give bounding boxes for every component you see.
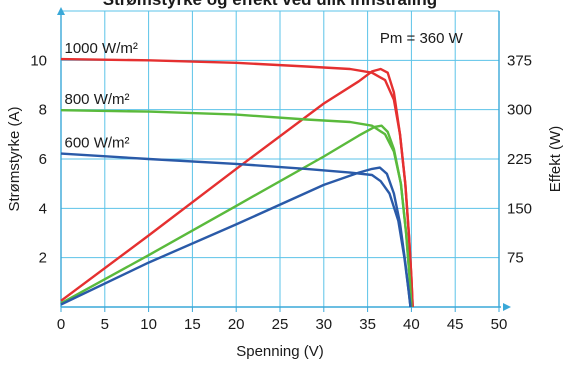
y-right-tick-label: 375 <box>507 52 532 69</box>
series-label-0: 1000 W/m² <box>65 40 138 57</box>
x-tick-label: 15 <box>184 316 201 333</box>
power-curve-0 <box>60 67 414 308</box>
x-tick-label: 45 <box>447 316 464 333</box>
y-axis-label-right: Effekt (W) <box>547 126 564 192</box>
x-tick-label: 20 <box>228 316 245 333</box>
power-curve-2 <box>60 166 412 308</box>
y-left-tick-label: 6 <box>39 151 47 168</box>
ticks: 0 5 10 15 20 25 30 35 40 45 50 2 4 6 8 10 75 150 225 300 375 <box>30 52 532 333</box>
y-right-tick-label: 300 <box>507 102 532 119</box>
y-left-tick-label: 10 <box>30 52 47 69</box>
labels: Spenning (V) Strømstyrke (A) Effekt (W) … <box>6 30 564 360</box>
y-left-tick-label: 8 <box>39 102 47 119</box>
y-left-tick-label: 4 <box>39 200 47 217</box>
x-tick-label: 10 <box>140 316 157 333</box>
x-tick-label: 40 <box>403 316 420 333</box>
power-curve-1 <box>60 124 413 308</box>
chart-title: Strømstyrke og effekt ved ulik innstråli… <box>60 0 480 11</box>
y-right-tick-label: 225 <box>507 151 532 168</box>
x-tick-label: 35 <box>359 316 376 333</box>
series-label-2: 600 W/m² <box>65 135 130 152</box>
x-tick-label: 0 <box>57 316 65 333</box>
pmax-annotation: Pm = 360 W <box>380 30 464 47</box>
x-tick-label: 30 <box>315 316 332 333</box>
y-left-tick-label: 2 <box>39 250 47 267</box>
grid <box>61 10 500 307</box>
y-axis-label-left: Strømstyrke (A) <box>6 107 23 212</box>
x-tick-label: 25 <box>272 316 289 333</box>
series-label-1: 800 W/m² <box>65 91 130 108</box>
x-tick-label: 5 <box>101 316 109 333</box>
y-axis-arrow <box>57 7 65 15</box>
x-axis-arrow <box>503 303 511 311</box>
curves: 1000 W/m² 800 W/m² 600 W/m² <box>60 40 414 308</box>
y-right-tick-label: 150 <box>507 200 532 217</box>
y-right-tick-label: 75 <box>507 250 524 267</box>
axes <box>57 7 511 311</box>
x-tick-label: 50 <box>491 316 508 333</box>
x-axis-label: Spenning (V) <box>236 343 324 360</box>
